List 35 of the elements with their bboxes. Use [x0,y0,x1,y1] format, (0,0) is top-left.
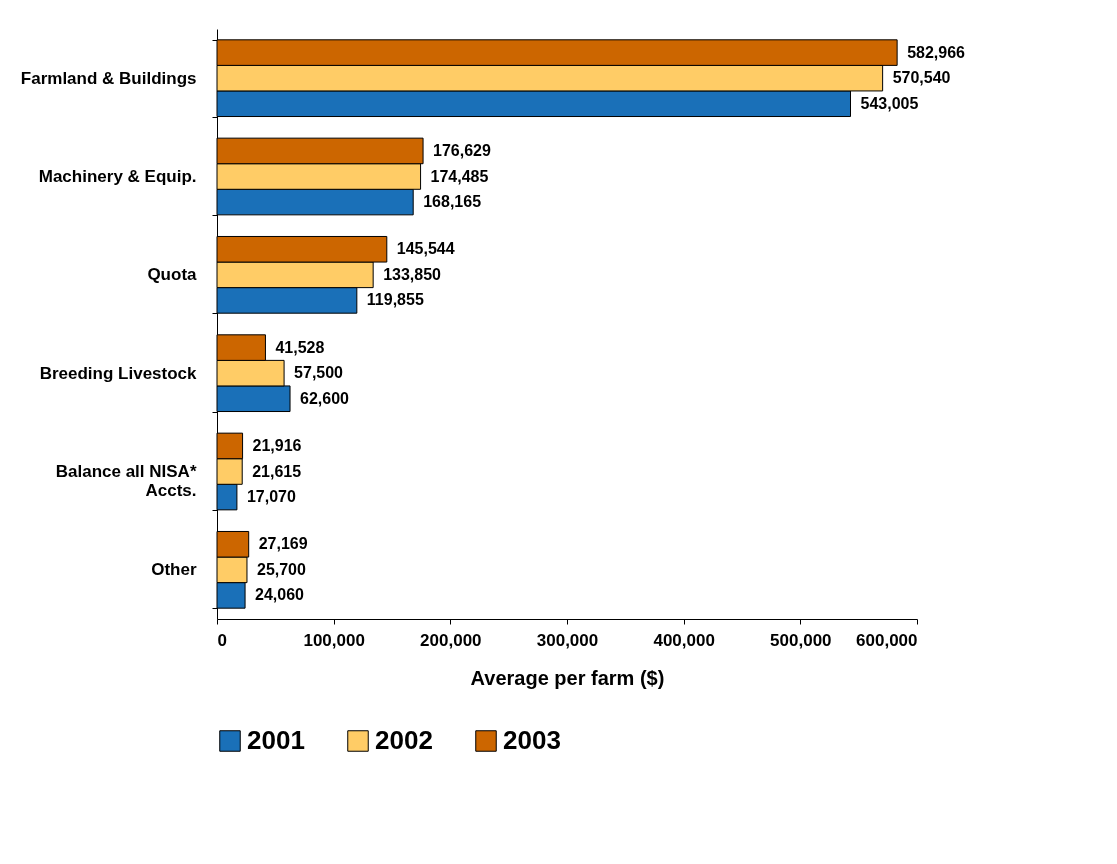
x-tick-label: 500,000 [770,630,832,650]
data-label: 174,485 [430,167,489,185]
data-label: 62,600 [300,389,350,407]
data-label: 21,916 [252,436,302,454]
data-label: 176,629 [433,141,491,159]
data-label: 17,070 [246,488,296,506]
data-label: 21,615 [252,462,302,480]
y-tick-label: Breeding Livestock [39,363,198,383]
x-tick-label: 100,000 [303,630,365,650]
x-tick-label: 200,000 [420,630,482,650]
data-label: 570,540 [892,69,951,87]
data-label: 27,169 [258,535,308,553]
data-label: 543,005 [860,94,919,112]
data-label: 168,165 [423,193,482,211]
data-label: 41,528 [275,338,325,356]
data-label: 119,855 [366,291,424,309]
legend-label: 2003 [503,725,561,755]
data-label: 24,060 [255,586,305,604]
x-tick-label: 600,000 [856,630,918,650]
data-label: 133,850 [383,265,442,283]
x-tick-label: 0 [217,630,227,650]
y-tick-label: Quota [147,265,198,285]
x-tick-label: 300,000 [536,630,599,650]
data-label: 25,700 [256,560,307,578]
legend-label: 2001 [247,725,305,755]
y-tick-label: Farmland & Buildings [20,68,197,88]
data-label: 145,544 [396,240,455,258]
data-label: 582,966 [907,43,966,61]
y-tick-label: Other [151,560,197,580]
data-label: 57,500 [294,364,344,382]
x-axis-title: Average per farm ($) [470,666,665,689]
x-tick-label: 400,000 [653,630,715,650]
legend-label: 2002 [375,725,433,755]
y-tick-label: Machinery & Equip. [38,167,197,186]
y-tick-label: Balance all NISA* Accts. [55,462,197,500]
